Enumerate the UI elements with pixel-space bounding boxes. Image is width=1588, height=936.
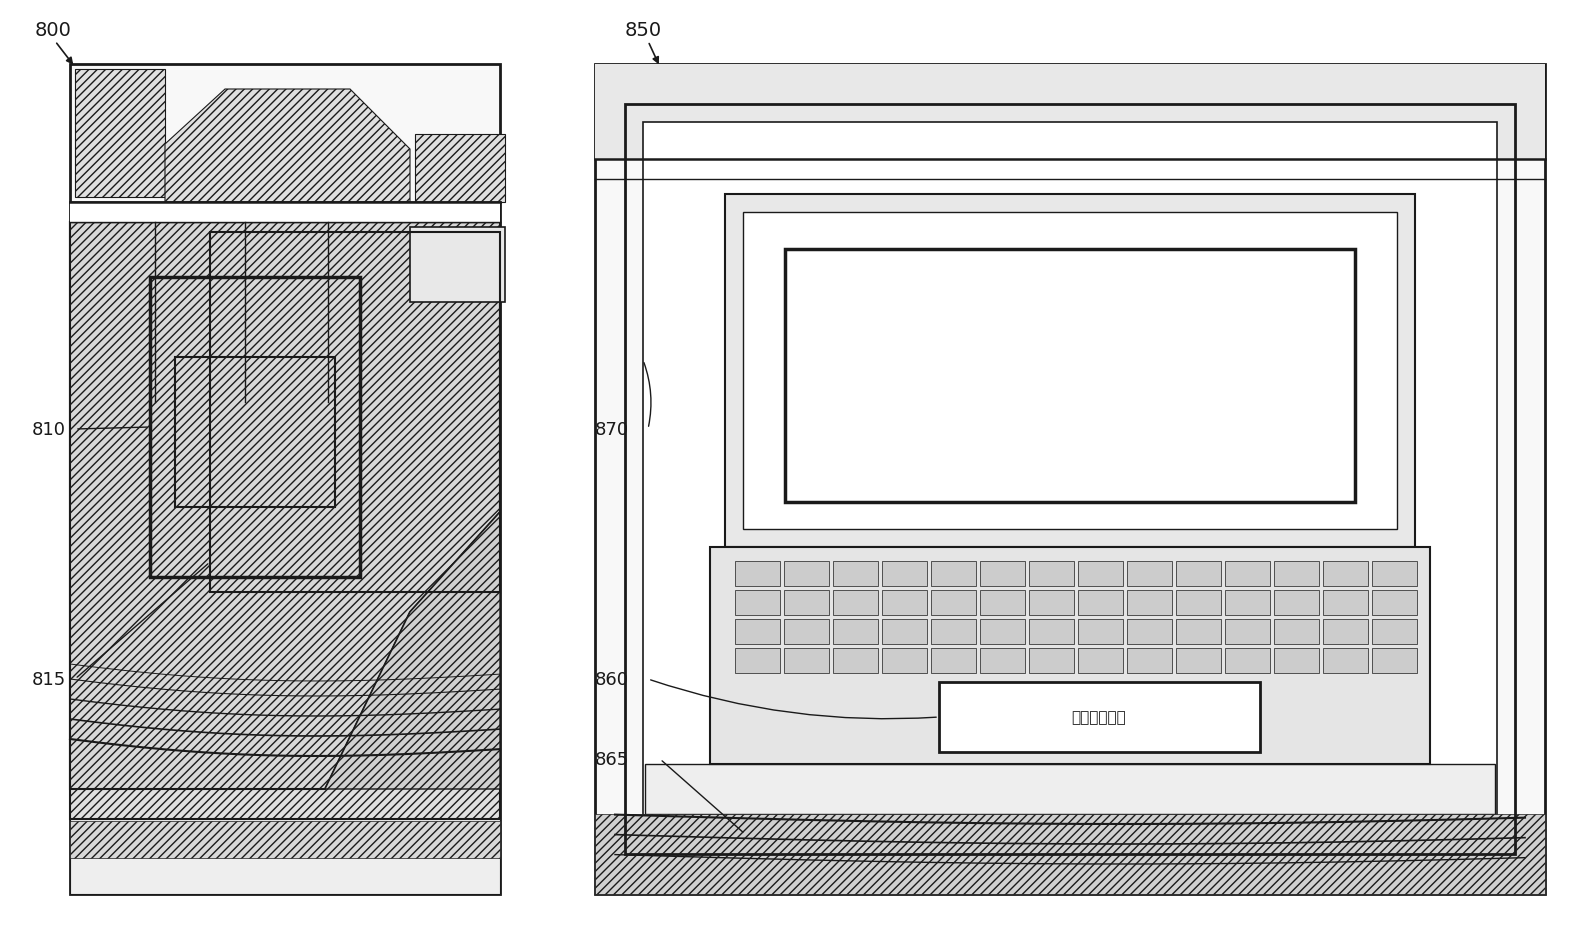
Bar	[596, 65, 1545, 894]
Text: 860: 860	[596, 670, 629, 688]
Bar	[626, 105, 1515, 854]
Bar	[1029, 649, 1073, 673]
Bar	[735, 649, 780, 673]
Bar	[1078, 591, 1123, 615]
Bar	[939, 682, 1259, 753]
Bar	[1177, 649, 1221, 673]
Polygon shape	[165, 90, 410, 203]
Bar	[1177, 591, 1221, 615]
Bar	[931, 562, 977, 586]
Bar	[735, 562, 780, 586]
Bar	[643, 123, 1497, 836]
Text: 870: 870	[596, 420, 629, 439]
Bar	[950, 687, 1189, 753]
Bar	[1274, 562, 1320, 586]
Bar	[1127, 562, 1172, 586]
Bar	[1224, 620, 1270, 644]
Bar	[834, 649, 878, 673]
Bar	[1127, 649, 1172, 673]
Bar	[881, 562, 927, 586]
Text: 815: 815	[32, 670, 67, 688]
Bar	[596, 814, 1545, 894]
Bar	[645, 764, 1494, 814]
Polygon shape	[326, 512, 500, 789]
Bar	[1029, 562, 1073, 586]
Bar	[834, 562, 878, 586]
Bar	[1127, 591, 1172, 615]
Bar	[980, 562, 1024, 586]
Bar	[70, 65, 500, 894]
Bar	[726, 195, 1415, 548]
Bar	[1224, 649, 1270, 673]
Bar	[1323, 620, 1367, 644]
Bar	[735, 620, 780, 644]
Bar	[931, 620, 977, 644]
Bar	[1029, 620, 1073, 644]
Bar	[1274, 620, 1320, 644]
Bar	[784, 620, 829, 644]
Bar	[980, 649, 1024, 673]
Bar	[1372, 591, 1416, 615]
Bar	[1372, 620, 1416, 644]
Bar	[931, 591, 977, 615]
Bar	[834, 620, 878, 644]
Bar	[175, 358, 335, 507]
Bar	[743, 212, 1397, 530]
Bar	[1078, 620, 1123, 644]
Bar	[70, 819, 500, 894]
Bar	[931, 649, 977, 673]
Text: 850: 850	[626, 21, 662, 39]
Bar	[70, 223, 500, 819]
Bar	[1372, 649, 1416, 673]
Bar	[1274, 649, 1320, 673]
Bar	[1177, 562, 1221, 586]
Bar	[980, 620, 1024, 644]
Bar	[881, 649, 927, 673]
Bar	[881, 591, 927, 615]
Bar	[70, 203, 500, 223]
Bar	[784, 250, 1355, 503]
Bar	[1224, 591, 1270, 615]
Bar	[1029, 591, 1073, 615]
Bar	[710, 548, 1431, 764]
Bar	[1323, 649, 1367, 673]
Bar	[1372, 562, 1416, 586]
Text: 800: 800	[35, 21, 71, 39]
Bar	[414, 135, 505, 203]
Bar	[784, 562, 829, 586]
Bar	[75, 70, 165, 197]
Bar	[881, 620, 927, 644]
Bar	[1224, 562, 1270, 586]
Bar	[1177, 620, 1221, 644]
Bar	[1323, 591, 1367, 615]
Bar	[784, 591, 829, 615]
Bar	[1078, 649, 1123, 673]
Text: 810: 810	[32, 420, 67, 439]
Bar	[735, 591, 780, 615]
Bar	[410, 227, 505, 302]
Bar	[1127, 620, 1172, 644]
Bar	[596, 65, 1545, 160]
Bar	[1323, 562, 1367, 586]
Bar	[1078, 562, 1123, 586]
Bar	[834, 591, 878, 615]
Bar	[784, 649, 829, 673]
Bar	[70, 821, 500, 858]
Text: 检测到的屏幕: 检测到的屏幕	[1072, 709, 1126, 724]
Bar	[210, 233, 500, 592]
Polygon shape	[70, 223, 500, 789]
Text: 865: 865	[596, 750, 629, 768]
Bar	[149, 278, 360, 578]
Bar	[980, 591, 1024, 615]
Bar	[1274, 591, 1320, 615]
